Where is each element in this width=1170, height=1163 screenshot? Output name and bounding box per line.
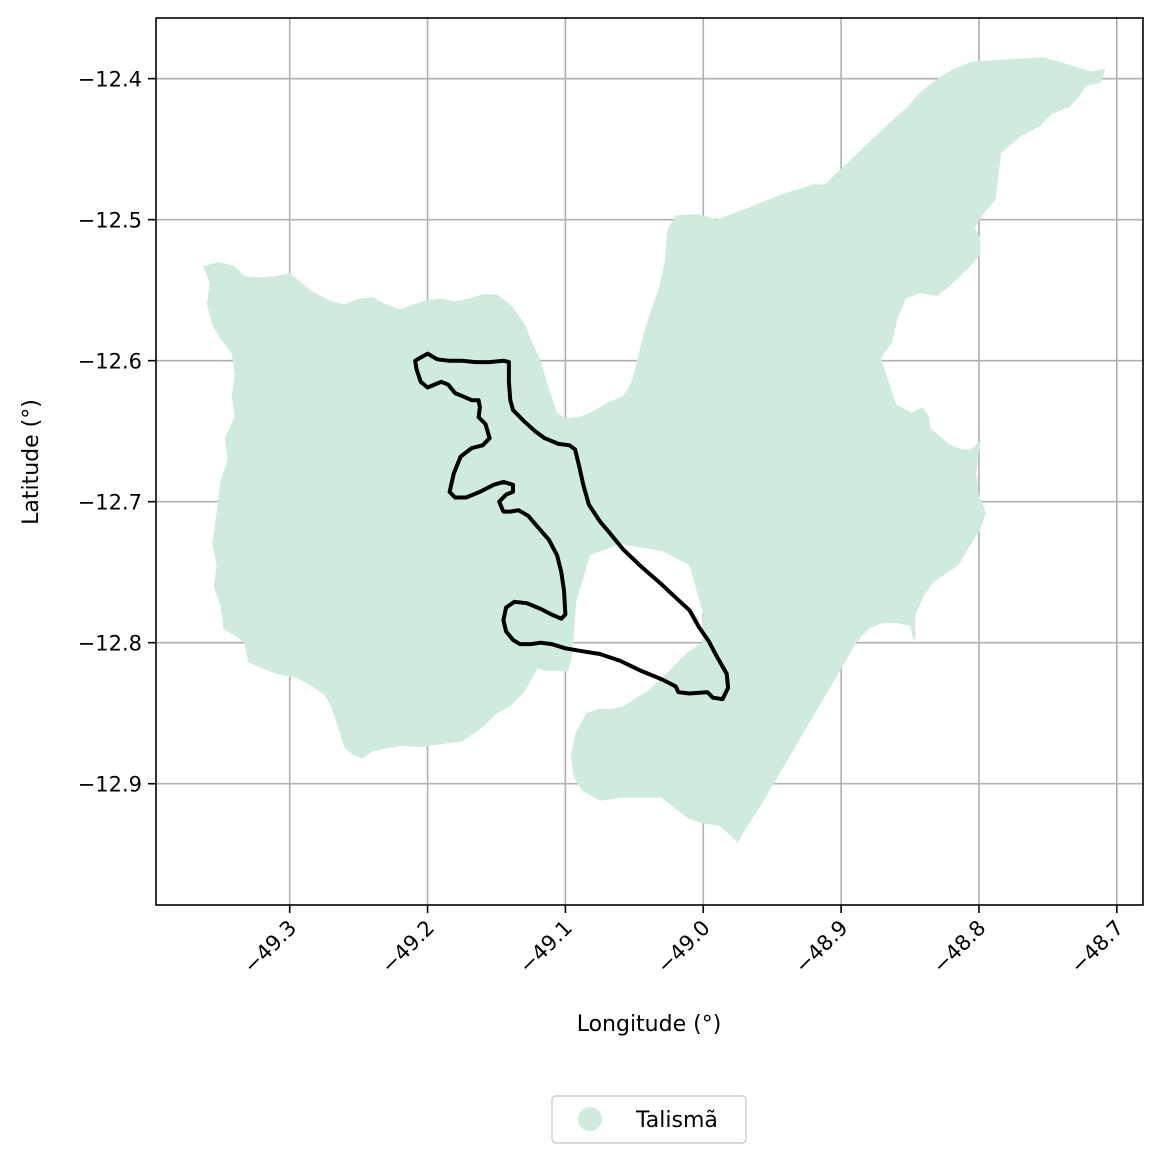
y-tick-label-4: −12.8 <box>78 632 142 656</box>
y-tick-label-1: −12.5 <box>78 209 142 233</box>
y-tick-label-0: −12.4 <box>78 68 142 92</box>
x-tick-label-3: −49.0 <box>652 916 714 978</box>
x-tick-label-6: −48.7 <box>1066 916 1128 978</box>
region-talisma <box>202 57 1106 843</box>
legend-label-talisma: Talismã <box>635 1108 718 1133</box>
black-outline-boundary <box>413 351 731 702</box>
y-tick-label-5: −12.9 <box>78 773 142 797</box>
x-tick-label-4: −48.9 <box>790 916 852 978</box>
x-tick-label-2: −49.1 <box>514 916 576 978</box>
region-layer <box>202 57 1106 843</box>
y-axis-ticks: −12.4 −12.5 −12.6 −12.7 −12.8 −12.9 <box>78 68 156 797</box>
outline-layer <box>413 351 731 702</box>
legend: Talismã <box>551 1095 747 1144</box>
x-axis-ticks: −49.3 −49.2 −49.1 −49.0 −48.9 −48.8 −48.7 <box>239 905 1128 978</box>
x-tick-label-0: −49.3 <box>239 916 301 978</box>
x-tick-label-5: −48.8 <box>928 916 990 978</box>
y-tick-label-2: −12.6 <box>78 350 142 374</box>
y-tick-label-3: −12.7 <box>78 491 142 515</box>
legend-swatch-talisma <box>578 1107 602 1131</box>
x-axis-label: Longitude (°) <box>577 1012 722 1037</box>
x-tick-label-1: −49.2 <box>377 916 439 978</box>
plot-frame <box>155 17 1144 906</box>
legend-box <box>551 1095 747 1144</box>
y-axis-label: Latitude (°) <box>19 399 44 525</box>
